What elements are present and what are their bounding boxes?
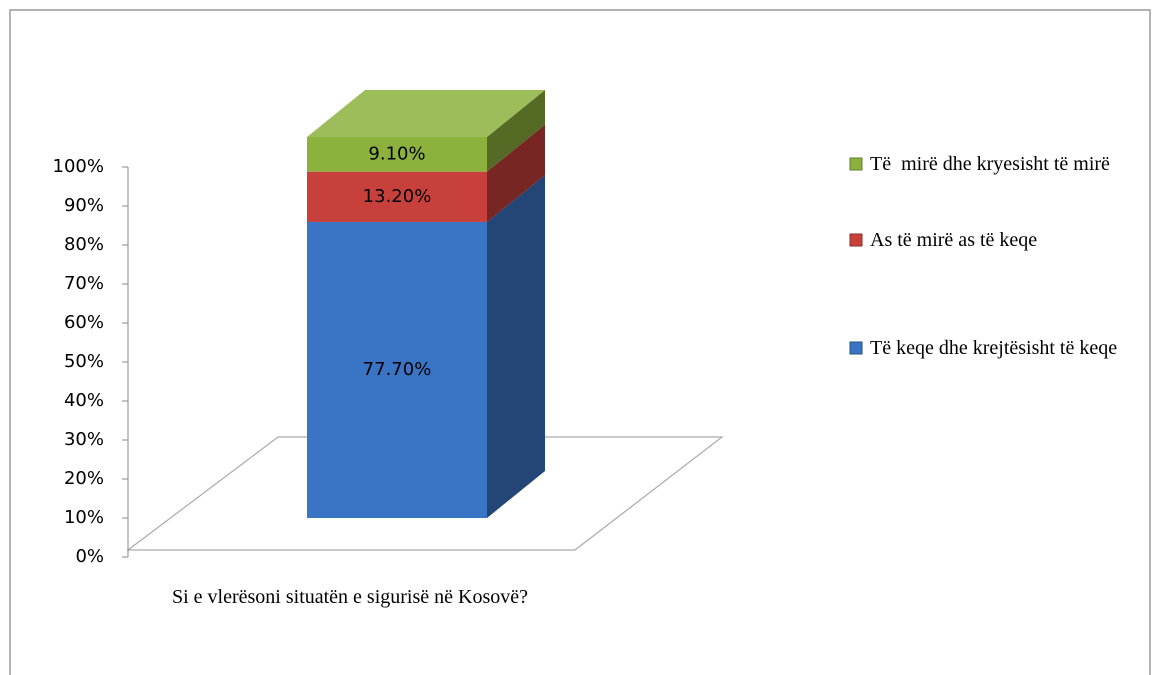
bar-side	[487, 174, 545, 518]
x-tick-label: Si e vlerësoni situatën e sigurisë në Ko…	[171, 586, 529, 608]
y-tick-label: 80%	[64, 234, 104, 255]
y-tick-label: 90%	[64, 195, 104, 216]
y-tick-label: 0%	[75, 546, 104, 567]
y-tick-label: 10%	[64, 507, 104, 528]
y-tick-label: 30%	[64, 429, 104, 450]
bar-side	[487, 90, 545, 172]
y-tick-label: 70%	[64, 273, 104, 294]
bar-front	[307, 221, 487, 518]
bar-top	[307, 90, 545, 137]
data-label: 77.70%	[363, 359, 432, 380]
bar-front	[307, 171, 487, 222]
y-tick-label: 50%	[64, 351, 104, 372]
legend-label: As të mirë as të keqe	[870, 229, 1038, 251]
frame	[9, 9, 1151, 675]
legend-marker	[849, 233, 863, 247]
y-tick-label: 60%	[64, 312, 104, 333]
y-tick-label: 40%	[64, 390, 104, 411]
floor	[126, 436, 724, 551]
legend-label: Të keqe dhe krejtësisht të keqe	[870, 337, 1118, 359]
data-label: 13.20%	[363, 186, 432, 207]
bar-front	[307, 137, 487, 172]
legend-label: Të mirë dhe kryesisht të mirë	[870, 153, 1110, 175]
data-label: 9.10%	[368, 143, 425, 164]
legend-marker	[849, 157, 863, 171]
legend-marker	[849, 341, 863, 355]
y-tick-label: 20%	[64, 468, 104, 489]
bar-side	[487, 124, 545, 222]
y-tick-label: 100%	[53, 156, 104, 177]
